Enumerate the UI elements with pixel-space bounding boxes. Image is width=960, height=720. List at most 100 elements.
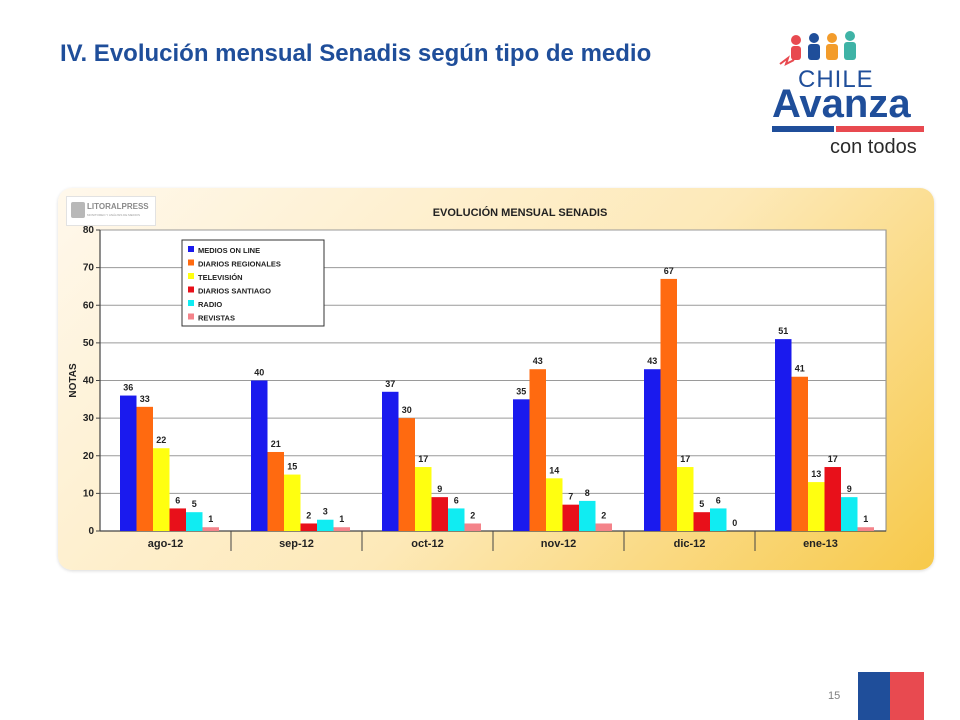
bar-radio [448,508,465,531]
bar-data-label: 2 [306,510,311,520]
bar-diarios-regionales [529,369,546,531]
bar-data-label: 17 [680,454,690,464]
bar-data-label: 5 [699,499,704,509]
bar-diarios-santiago [169,508,186,531]
bar-data-label: 6 [175,495,180,505]
y-tick-label: 50 [83,338,95,349]
legend-swatch [188,246,194,252]
bar-data-label: 3 [323,507,328,517]
litoralpress-tagline: MONITOREO Y ANÁLISIS DE MEDIOS [87,213,141,217]
bar-data-label: 13 [811,469,821,479]
litoralpress-name: LITORALPRESS [87,202,149,211]
bar-data-label: 9 [437,484,442,494]
bar-diarios-santiago [431,497,448,531]
x-tick-label: sep-12 [279,538,314,550]
bar-data-label: 17 [828,454,838,464]
slide-title: IV. Evolución mensual Senadis según tipo… [60,40,652,67]
bar-data-label: 1 [863,514,868,524]
bar-data-label: 5 [192,499,197,509]
bar-data-label: 36 [123,383,133,393]
y-tick-label: 40 [83,376,95,387]
chart-title: EVOLUCIÓN MENSUAL SENADIS [433,206,608,219]
bar-data-label: 17 [418,454,428,464]
legend-swatch [188,300,194,306]
bar-data-label: 9 [847,484,852,494]
bar-diarios-regionales [791,376,808,531]
y-tick-label: 80 [83,225,95,236]
bar-diarios-santiago [693,512,710,531]
bar-data-label: 41 [795,364,805,374]
bar-revistas [857,527,874,531]
bar-revistas [333,527,350,531]
bar-data-label: 30 [402,405,412,415]
bar-data-label: 67 [664,266,674,276]
chart-card: LITORALPRESS MONITOREO Y ANÁLISIS DE MED… [58,188,934,570]
bar-data-label: 6 [454,495,459,505]
logo-underline-blue [772,126,834,132]
bar-data-label: 33 [140,394,150,404]
y-tick-label: 30 [83,413,95,424]
legend-swatch [188,259,194,266]
legend-swatch [188,313,194,320]
bar-televisi-n [153,448,170,531]
logo-subtitle: con todos [830,136,917,158]
bar-radio [186,512,203,531]
bar-medios-on-line [644,369,661,531]
bar-data-label: 8 [585,488,590,498]
y-tick-label: 10 [83,488,95,499]
bar-diarios-santiago [300,523,317,531]
bar-medios-on-line [120,395,137,531]
bar-data-label: 15 [287,462,297,472]
legend-label: MEDIOS ON LINE [198,246,260,255]
logo-underline-red [836,126,924,132]
x-tick-label: ene-13 [803,538,838,550]
bar-diarios-regionales [398,418,415,531]
y-tick-label: 20 [83,451,95,462]
logo-chile-text: CHILE [798,66,874,93]
y-tick-label: 70 [83,263,95,274]
legend-swatch [188,273,194,279]
x-tick-label: dic-12 [674,538,706,550]
bar-radio [579,500,596,531]
bar-data-label: 40 [254,368,264,378]
bar-televisi-n [808,482,825,531]
legend-label: RADIO [198,300,222,309]
bar-data-label: 1 [208,514,213,524]
bar-data-label: 21 [271,439,281,449]
bar-data-label: 35 [516,386,526,396]
litoralpress-mark-icon [71,202,85,218]
bar-data-label: 51 [778,326,788,336]
bar-data-label: 22 [156,435,166,445]
bar-revistas [202,527,219,531]
bar-data-label: 7 [568,492,573,502]
bar-data-label: 43 [533,356,543,366]
bar-televisi-n [677,467,694,531]
legend-label: DIARIOS SANTIAGO [198,287,271,296]
y-axis-label: NOTAS [68,363,79,398]
x-tick-label: nov-12 [541,538,576,550]
page-number: 15 [828,690,841,702]
bar-data-label: 14 [549,465,559,475]
bar-televisi-n [284,474,301,531]
bar-data-label: 2 [601,510,606,520]
bar-revistas [464,523,481,531]
people-figures-icon [779,31,856,66]
bar-data-label: 1 [339,514,344,524]
bar-diarios-santiago [824,467,841,531]
bar-radio [841,497,858,531]
x-tick-label: ago-12 [148,538,183,550]
bar-radio [317,519,334,531]
corner-flag-blue [858,672,890,720]
corner-flag-red [890,672,924,720]
legend-swatch [188,286,194,293]
bar-data-label: 6 [716,495,721,505]
bar-data-label: 0 [732,518,737,528]
bar-diarios-regionales [660,278,677,531]
bar-diarios-santiago [562,504,579,531]
legend-box [181,239,325,327]
bar-televisi-n [415,467,432,531]
bar-data-label: 37 [385,379,395,389]
bar-televisi-n [546,478,563,531]
bar-medios-on-line [775,339,792,531]
chile-avanza-logo: CHILE Avanza con todos [766,30,936,160]
